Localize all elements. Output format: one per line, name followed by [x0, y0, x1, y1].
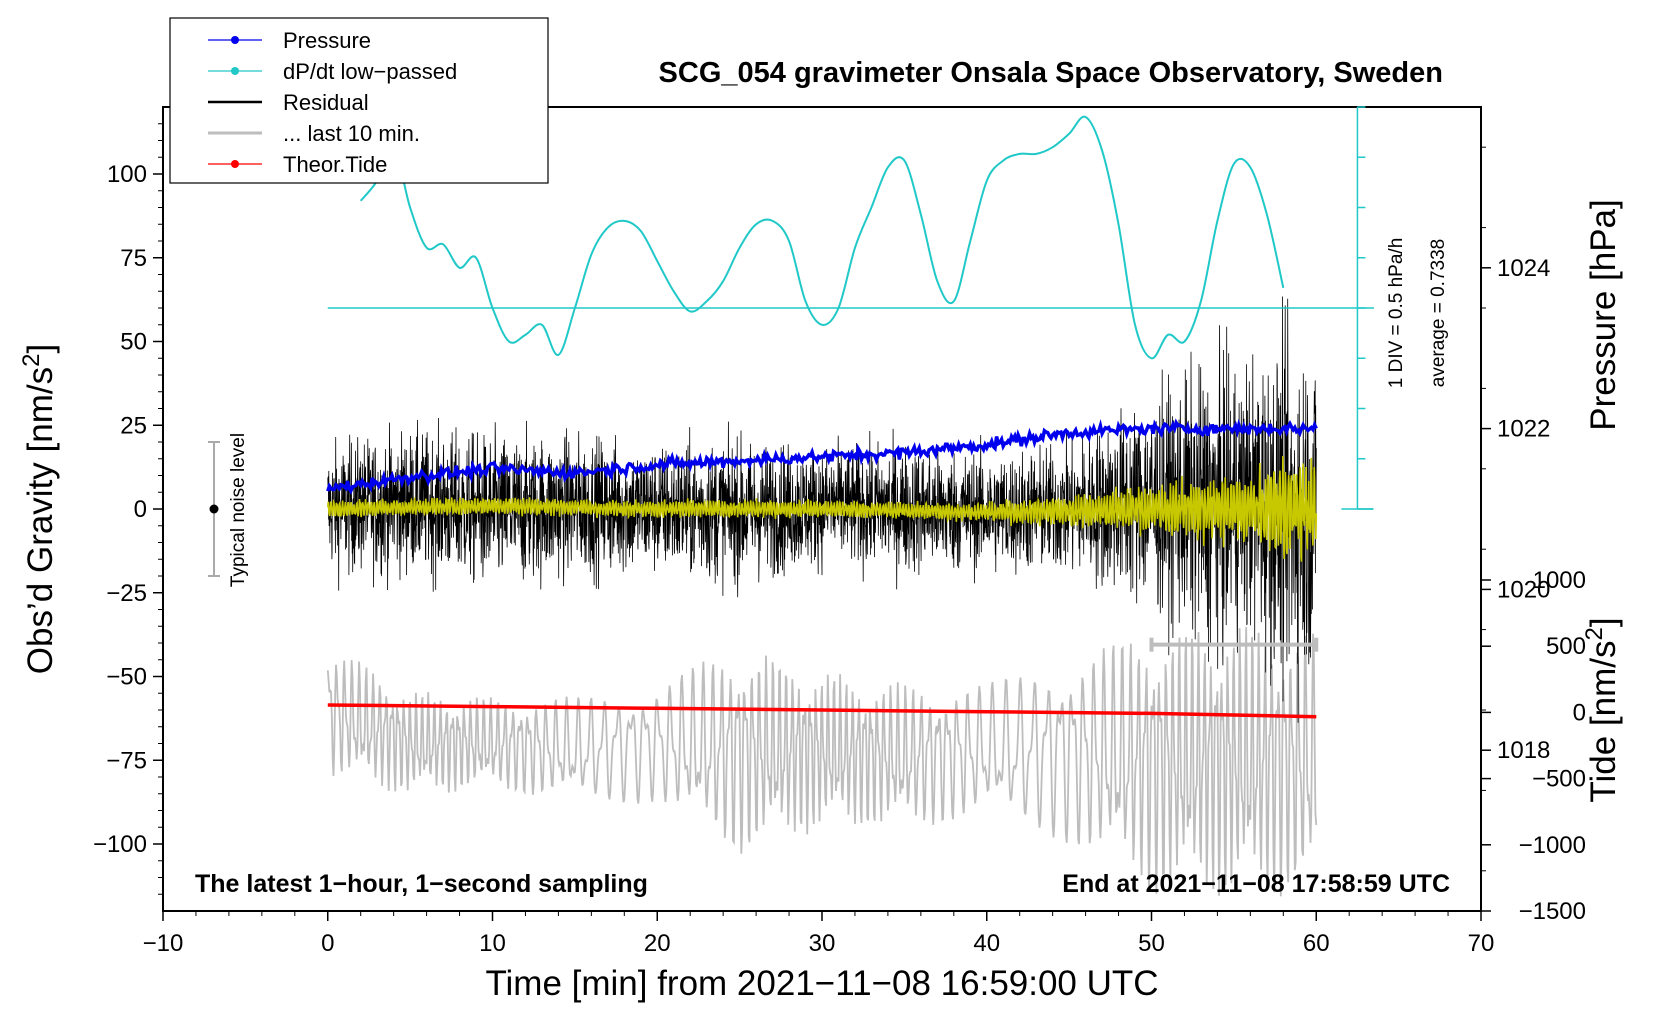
x-tick-label: 20 [644, 930, 671, 957]
y-tick-label: 25 [120, 412, 147, 439]
pressure-tick-label: 1018 [1497, 737, 1550, 764]
last10-series-line [326, 627, 1318, 897]
legend-dpdt-label: dP/dt low−passed [283, 59, 457, 84]
tide-tick-label: −1000 [1519, 832, 1586, 859]
sampling-note: The latest 1−hour, 1−second sampling [195, 870, 648, 898]
x-tick-label: 60 [1303, 930, 1330, 957]
y-tick-label: −25 [106, 580, 147, 607]
average-label: average = 0.7338 [1428, 239, 1449, 387]
tide-tick-label: 0 [1573, 699, 1586, 726]
end-time-note: End at 2021−11−08 17:58:59 UTC [1062, 870, 1450, 898]
x-tick-label: 0 [321, 930, 334, 957]
pressure-axis-title: Pressure [hPa] [1584, 199, 1623, 431]
legend: Pressure dP/dt low−passed Residual ... l… [169, 17, 549, 184]
noise-level-dot [209, 504, 219, 514]
chart-title: SCG_054 gravimeter Onsala Space Observat… [659, 57, 1443, 89]
tide-tick-label: −1500 [1519, 898, 1586, 925]
axis-ticks: −10 0 10 20 30 40 50 60 701007550250−25−50−75−10… [93, 123, 1586, 957]
legend-residual-label: Residual [283, 90, 369, 115]
tide-tick-label: −500 [1532, 766, 1586, 793]
x-tick-label: 50 [1138, 930, 1165, 957]
legend-tide-dot [231, 160, 239, 168]
legend-pressure-label: Pressure [283, 28, 371, 53]
legend-last10-label: ... last 10 min. [283, 121, 420, 146]
legend-box [169, 17, 549, 184]
noise-level-label: Typical noise level [228, 433, 249, 587]
x-tick-label: 30 [809, 930, 836, 957]
x-tick-label: −10 [143, 930, 184, 957]
pressure-tick-label: 1022 [1497, 416, 1550, 443]
tide-series-line [327, 703, 1317, 719]
tide-axis-title: Tide [nm/s2] [1581, 617, 1624, 802]
y-tick-label: −50 [106, 664, 147, 691]
residual-lowpass-line [327, 455, 1318, 562]
y-tick-label: 75 [120, 245, 147, 272]
y-axis-title: Obs’d Gravity [nm/s2] [18, 344, 61, 674]
legend-tide-label: Theor.Tide [283, 152, 387, 177]
x-axis-title: Time [min] from 2021−11−08 16:59:00 UTC [485, 964, 1158, 1003]
y-tick-label: 100 [107, 161, 147, 188]
legend-pressure-dot [231, 36, 239, 44]
div-scale-label: 1 DIV = 0.5 hPa/h [1386, 238, 1407, 389]
y-tick-label: 0 [134, 496, 147, 523]
x-tick-label: 70 [1468, 930, 1495, 957]
annotations-layer [208, 106, 1374, 652]
x-tick-label: 40 [973, 930, 1000, 957]
tide-tick-label: 1000 [1533, 567, 1586, 594]
pressure-tick-label: 1024 [1497, 255, 1550, 282]
data-series [326, 115, 1318, 897]
dpdt-series-line [359, 115, 1285, 360]
legend-dpdt-dot [231, 67, 239, 75]
tide-tick-label: 500 [1546, 633, 1586, 660]
pressure-tick-label: 1020 [1497, 576, 1550, 603]
y-tick-label: 50 [120, 329, 147, 356]
x-tick-label: 10 [479, 930, 506, 957]
y-tick-label: −75 [106, 747, 147, 774]
pressure-series-line [326, 418, 1318, 495]
y-tick-label: −100 [93, 831, 147, 858]
